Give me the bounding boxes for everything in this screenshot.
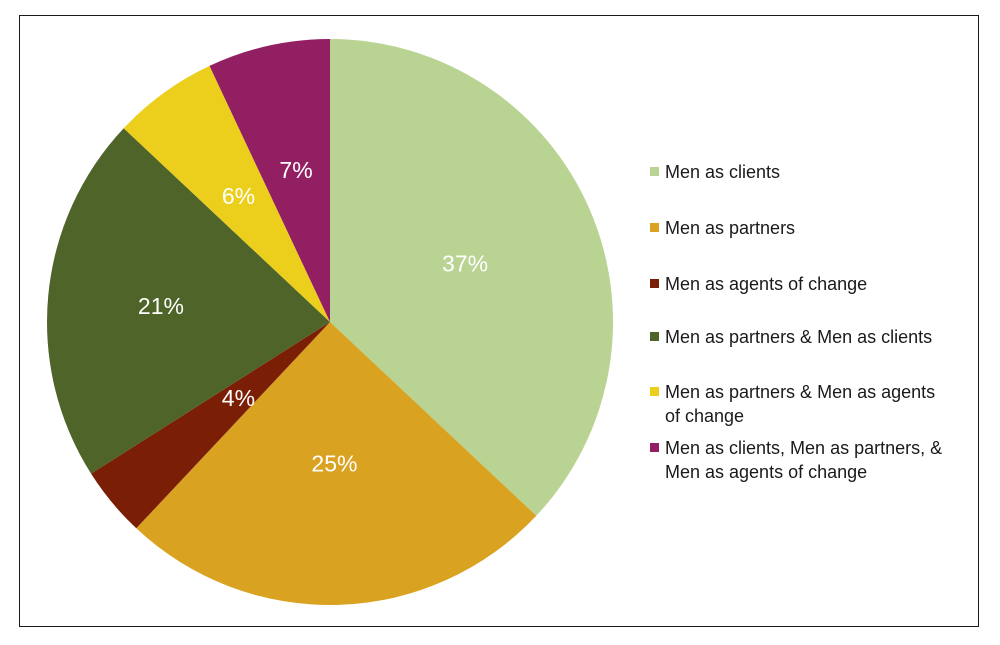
slice-value-label: 7%	[279, 157, 312, 183]
legend-item: Men as agents of change	[650, 272, 867, 296]
legend-swatch	[650, 387, 659, 396]
legend-item: Men as clients, Men as partners, & Men as…	[650, 436, 942, 484]
legend-label: Men as agents of change	[665, 272, 867, 296]
pie-slice	[136, 322, 537, 605]
legend-label: Men as partners	[665, 216, 795, 240]
legend-swatch	[650, 167, 659, 176]
pie-slices	[46, 39, 613, 605]
slice-value-label: 6%	[222, 183, 255, 209]
slice-value-label: 21%	[138, 293, 184, 319]
legend-label: Men as partners & Men as clients	[665, 325, 932, 349]
pie-slice	[46, 128, 331, 474]
legend-label-line: Men as partners	[665, 218, 796, 238]
legend-swatch	[650, 332, 659, 341]
legend-label: Men as partners & Men as agents of change	[665, 380, 935, 428]
legend-label-line: Men as clients	[665, 162, 781, 182]
pie-slice	[330, 39, 613, 516]
legend-label-line: Men as partners & Men as agents	[665, 382, 936, 402]
legend-item: Men as partners	[650, 216, 795, 240]
legend-item: Men as clients	[650, 160, 780, 184]
legend-swatch	[650, 443, 659, 452]
slice-value-label: 4%	[222, 385, 255, 411]
legend-label-line: Men as agents of change	[665, 274, 868, 294]
legend-label: Men as clients	[665, 160, 780, 184]
legend-label: Men as clients, Men as partners, & Men as…	[665, 436, 942, 484]
legend-label-line: Men as agents of change	[665, 462, 868, 482]
pie-slice	[123, 65, 331, 322]
pie-slice	[209, 39, 330, 322]
legend-swatch	[650, 279, 659, 288]
legend-label-line: of change	[665, 406, 745, 426]
pie-labels: 37% 25% 4% 21% 6% 7%	[138, 157, 488, 476]
legend-label-line: Men as partners & Men as clients	[665, 327, 933, 347]
legend-swatch	[650, 223, 659, 232]
pie-slice	[91, 322, 330, 529]
slice-value-label: 25%	[311, 450, 357, 476]
legend-item: Men as partners & Men as agents of change	[650, 380, 935, 428]
slice-value-label: 37%	[442, 251, 488, 277]
legend-item: Men as partners & Men as clients	[650, 325, 932, 349]
legend-label-line: Men as clients, Men as partners, &	[665, 438, 943, 458]
